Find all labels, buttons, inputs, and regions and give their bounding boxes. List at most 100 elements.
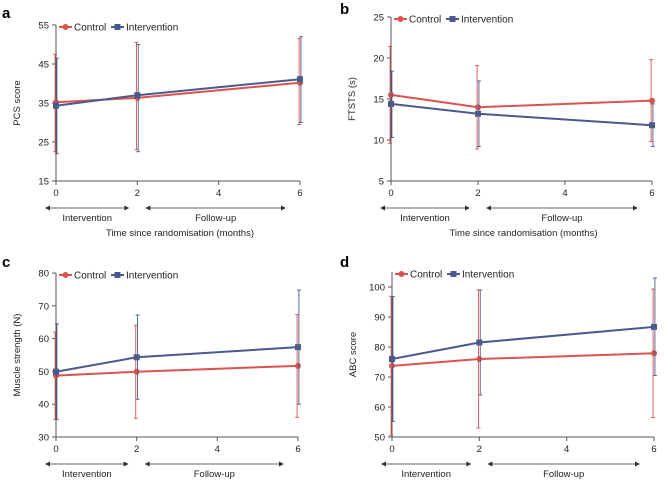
y-tick-label: 15 [373, 95, 384, 106]
data-point [649, 122, 655, 129]
x-tick-label: 0 [53, 188, 58, 199]
x-tick-label: 0 [388, 188, 393, 199]
y-axis-label: FTSTS (s) [347, 77, 358, 121]
legend: Control Intervention [395, 270, 514, 281]
legend-label: Control [410, 270, 442, 281]
legend-marker [62, 24, 69, 30]
arrowhead-right [465, 205, 470, 211]
data-point [133, 354, 140, 361]
series-line [55, 78, 301, 107]
series-control [53, 314, 301, 420]
x-axis-label: Time since randomisation (months) [106, 228, 254, 239]
y-axis-label: PCS score [12, 80, 23, 125]
data-point [53, 102, 59, 109]
data-point [53, 368, 59, 375]
x-tick-label: 2 [134, 444, 139, 455]
panel-letter: d [340, 254, 349, 271]
data-point [297, 76, 303, 83]
y-tick-label: 50 [38, 367, 49, 378]
follow-up-period-label: Follow-up [195, 213, 236, 224]
legend-marker [114, 24, 121, 30]
y-tick-label: 5 [379, 177, 384, 188]
arrowhead-left [486, 205, 491, 211]
series-intervention [389, 277, 657, 422]
series-line [391, 352, 655, 367]
data-point [475, 104, 481, 111]
arrowhead-left [380, 205, 385, 211]
data-point [388, 91, 394, 98]
x-tick-label: 2 [475, 188, 480, 199]
legend-marker [449, 16, 456, 22]
y-tick-label: 35 [38, 99, 49, 110]
y-tick-label: 50 [374, 433, 385, 444]
y-tick-label: 40 [38, 400, 49, 411]
arrowhead-right [279, 461, 284, 467]
panel-c: c 30 40 50 60 70 80 0 2 4 6 Muscle strength (N) Inte… [2, 254, 301, 485]
legend-label: Intervention [126, 271, 178, 282]
panel-a: a 15 25 35 45 55 0 2 4 6 PCS score Intervention Foll… [2, 5, 303, 239]
y-axis-label: ABC score [348, 332, 359, 377]
y-tick-label: 90 [374, 313, 385, 324]
y-tick-label: 80 [374, 343, 385, 354]
y-tick-label: 30 [38, 433, 49, 444]
arrowhead-right [633, 205, 638, 211]
series-line [55, 81, 301, 104]
x-tick-label: 6 [649, 188, 654, 199]
intervention-period-label: Intervention [62, 469, 112, 480]
arrowhead-right [635, 461, 640, 467]
series-line [390, 93, 653, 109]
follow-up-period-label: Follow-up [541, 213, 582, 224]
y-tick-label: 10 [373, 136, 384, 147]
x-tick-label: 2 [477, 444, 482, 455]
intervention-period-label: Intervention [401, 469, 451, 480]
legend-marker [450, 271, 457, 277]
legend: Control Intervention [394, 15, 513, 26]
data-point [133, 368, 140, 375]
series-intervention [388, 70, 655, 148]
legend-label: Intervention [126, 23, 178, 34]
series-control [389, 288, 657, 436]
y-tick-label: 20 [373, 54, 384, 65]
x-tick-label: 4 [562, 188, 567, 199]
y-tick-label: 80 [38, 269, 49, 280]
y-tick-label: 70 [374, 373, 385, 384]
x-axis-label: Time since randomisation (months) [449, 228, 597, 239]
arrowhead-left [144, 461, 150, 467]
y-tick-label: 100 [369, 283, 385, 294]
data-point [389, 356, 395, 362]
data-point [295, 344, 301, 351]
y-tick-label: 60 [38, 334, 49, 345]
legend: Control Intervention [59, 23, 178, 34]
legend-marker [398, 271, 405, 277]
arrowhead-right [124, 205, 130, 211]
series-intervention [53, 36, 303, 155]
y-tick-label: 45 [38, 60, 49, 71]
x-tick-label: 6 [297, 188, 302, 199]
x-tick-label: 2 [135, 188, 140, 199]
panel-letter: c [2, 254, 10, 271]
x-tick-label: 6 [295, 444, 300, 455]
x-tick-label: 4 [215, 444, 220, 455]
panel-letter: b [340, 1, 349, 18]
legend-marker [397, 16, 404, 22]
arrowhead-left [381, 461, 386, 467]
x-tick-label: 0 [389, 444, 394, 455]
y-tick-label: 55 [38, 21, 49, 32]
legend-label: Intervention [461, 15, 513, 26]
data-point [134, 92, 141, 99]
follow-up-period-label: Follow-up [543, 469, 584, 480]
arrowhead-left [45, 205, 50, 211]
arrowhead-left [487, 461, 493, 467]
series-control [53, 38, 303, 153]
legend-marker [114, 272, 121, 278]
x-tick-label: 4 [216, 188, 221, 199]
arrowhead-left [45, 461, 50, 467]
legend-label: Control [409, 15, 441, 26]
x-tick-label: 0 [53, 444, 58, 455]
arrowhead-right [281, 205, 286, 211]
arrowhead-left [145, 205, 151, 211]
y-tick-label: 25 [38, 138, 49, 149]
y-axis-label: Muscle strength (N) [12, 314, 23, 397]
y-tick-label: 70 [38, 301, 49, 312]
data-point [388, 100, 394, 107]
